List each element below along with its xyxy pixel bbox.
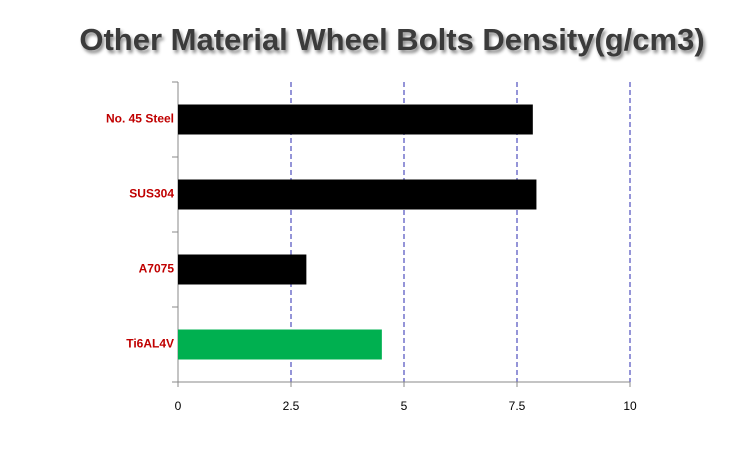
bar — [178, 104, 533, 135]
chart-title: Other Material Wheel Bolts Density(g/cm3… — [79, 22, 704, 57]
bar — [178, 329, 382, 360]
x-tick-label: 2.5 — [283, 399, 300, 413]
y-tick-label: A7075 — [139, 262, 175, 276]
y-tick-label: Ti6AL4V — [126, 337, 174, 351]
x-tick-label: 10 — [623, 399, 637, 413]
bar — [178, 254, 307, 285]
x-tick-label: 0 — [175, 399, 182, 413]
y-tick-label: SUS304 — [129, 187, 174, 201]
bar — [178, 179, 537, 210]
x-tick-label: 5 — [401, 399, 408, 413]
x-tick-label: 7.5 — [509, 399, 526, 413]
y-tick-label: No. 45 Steel — [106, 112, 174, 126]
